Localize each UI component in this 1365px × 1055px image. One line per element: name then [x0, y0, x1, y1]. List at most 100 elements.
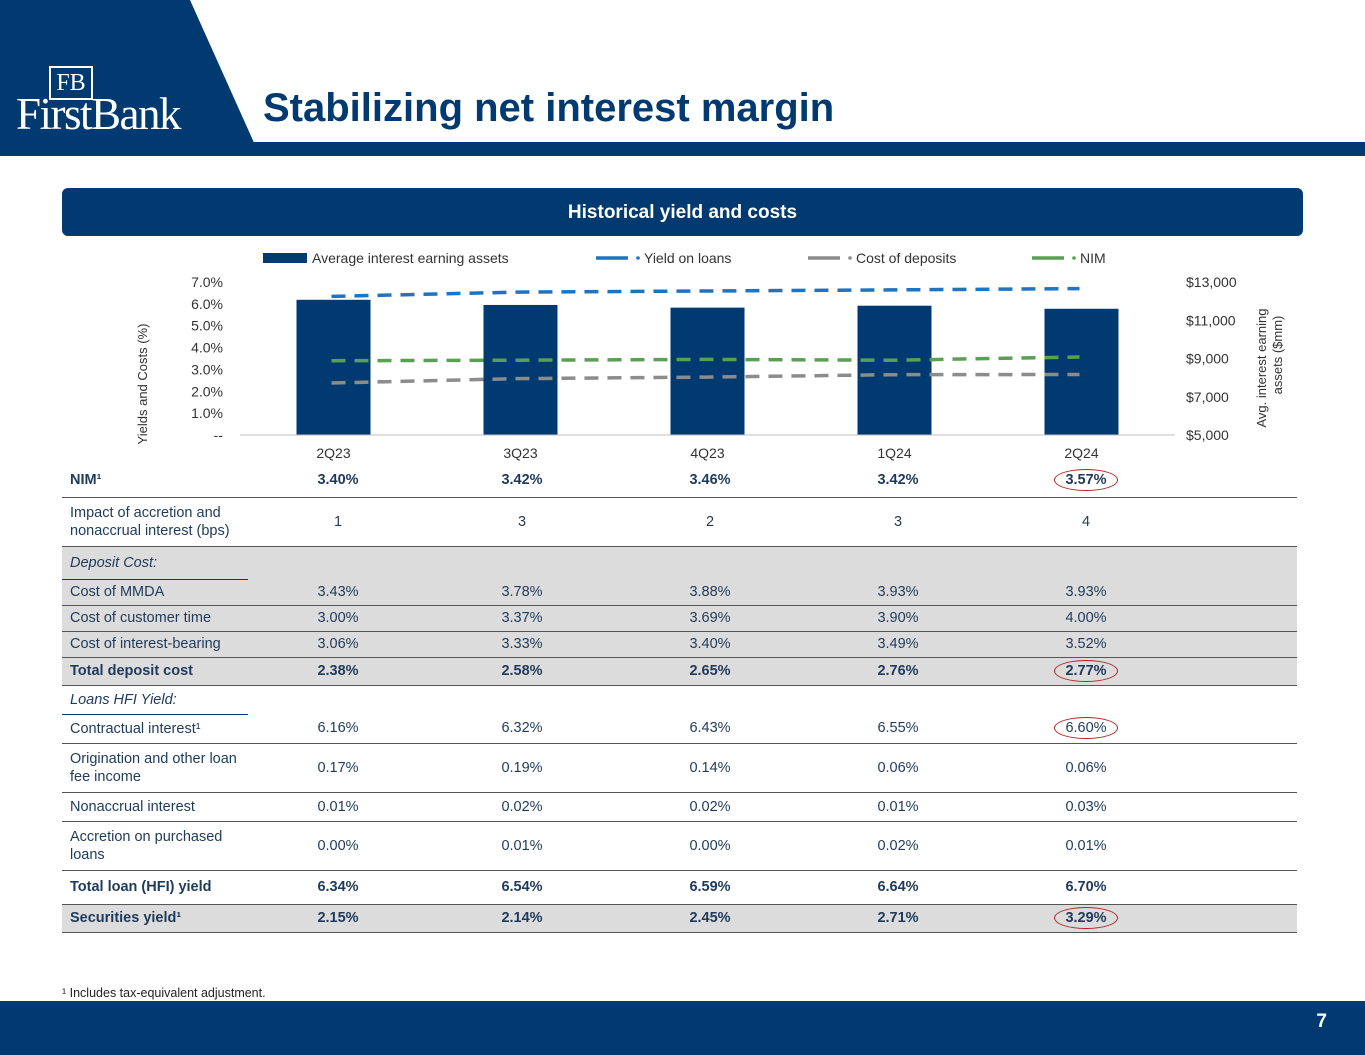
value-text: 0.01%	[317, 798, 359, 815]
cell-value: 2.45%	[616, 904, 804, 933]
empty-cell	[992, 685, 1180, 714]
legend-marker	[1072, 256, 1076, 260]
cell-value: 3.42%	[804, 463, 992, 498]
empty-cell	[992, 546, 1180, 579]
value-text: 0.00%	[689, 837, 731, 854]
left-tick-label: --	[214, 427, 224, 443]
value-text: 0.01%	[1065, 837, 1107, 854]
empty-cell	[428, 546, 616, 579]
cell-value: 0.01%	[428, 821, 616, 871]
x-tick-label: 2Q23	[316, 445, 350, 461]
left-tick-label: 5.0%	[191, 318, 223, 334]
cell-value: 2.58%	[428, 657, 616, 686]
cell-value: 3	[428, 497, 616, 547]
empty-cell	[1180, 497, 1297, 547]
line-series	[331, 286, 1080, 385]
table-row: Cost of customer time 3.00% 3.37% 3.69% 3.90…	[62, 605, 1297, 632]
cell-value: 3.52%	[992, 631, 1180, 658]
cell-value: 6.60%	[992, 714, 1180, 744]
row-label: Total deposit cost	[62, 657, 248, 686]
empty-cell	[616, 546, 804, 579]
row-label: Loans HFI Yield:	[62, 685, 248, 715]
value-text: 3.78%	[501, 583, 543, 600]
empty-cell	[616, 685, 804, 714]
cell-value: 2.14%	[428, 904, 616, 933]
table-row: Total deposit cost 2.38% 2.58% 2.65% 2.76% 2.…	[62, 657, 1297, 686]
table-row: Loans HFI Yield:	[62, 685, 1297, 715]
page-title: Stabilizing net interest margin	[263, 86, 835, 130]
cell-value: 3.49%	[804, 631, 992, 658]
empty-cell	[1180, 792, 1297, 822]
cell-value: 6.54%	[428, 870, 616, 905]
cell-value: 2.77%	[992, 657, 1180, 686]
cell-value: 6.43%	[616, 714, 804, 744]
value-text: 3.69%	[689, 610, 731, 626]
cell-value: 3.40%	[248, 463, 428, 498]
empty-cell	[248, 546, 428, 579]
empty-cell	[1180, 743, 1297, 793]
value-text: 3.93%	[1065, 583, 1107, 600]
value-text: 3.52%	[1065, 636, 1107, 652]
row-label: Cost of interest-bearing	[62, 631, 248, 658]
cell-value: 0.17%	[248, 743, 428, 793]
value-text: 2.38%	[317, 663, 359, 679]
right-tick-label: $7,000	[1186, 389, 1229, 405]
cell-value: 0.03%	[992, 792, 1180, 822]
page-number: 7	[1316, 1011, 1327, 1032]
cell-value: 2.38%	[248, 657, 428, 686]
legend-marker	[636, 256, 640, 260]
value-text: 3.33%	[501, 636, 543, 652]
cell-value: 2.65%	[616, 657, 804, 686]
cell-value: 3.93%	[804, 579, 992, 606]
legend-label-line: NIM	[1080, 250, 1106, 266]
table-row: Nonaccrual interest 0.01% 0.02% 0.02% 0.01% 0…	[62, 792, 1297, 822]
value-text: 3.88%	[689, 583, 731, 600]
empty-cell	[1180, 579, 1297, 606]
right-tick-label: $9,000	[1186, 351, 1229, 367]
cell-value: 2	[616, 497, 804, 547]
value-text: 3.46%	[689, 471, 731, 488]
cell-value: 3.42%	[428, 463, 616, 498]
value-text: 0.17%	[317, 759, 359, 776]
value-text: 3.43%	[317, 583, 359, 600]
footer-band: 7	[0, 1001, 1365, 1055]
cell-value: 6.70%	[992, 870, 1180, 905]
cell-value: 0.19%	[428, 743, 616, 793]
cell-value: 6.34%	[248, 870, 428, 905]
cell-value: 4.00%	[992, 605, 1180, 632]
value-text: 0.02%	[877, 837, 919, 854]
cell-value: 3.43%	[248, 579, 428, 606]
row-label: Contractual interest¹	[62, 714, 248, 744]
cell-value: 3.57%	[992, 463, 1180, 498]
cell-value: 1	[248, 497, 428, 547]
cell-value: 6.55%	[804, 714, 992, 744]
combo-chart: Average interest earning assets Yield on …	[135, 250, 1285, 461]
cell-value: 0.01%	[804, 792, 992, 822]
x-tick-label: 1Q24	[877, 445, 911, 461]
bar-1Q24	[857, 305, 932, 435]
value-text: 6.43%	[689, 720, 731, 737]
legend-marker	[848, 256, 852, 260]
left-axis-title: Yields and Costs (%)	[135, 324, 150, 445]
row-label: NIM¹	[62, 463, 248, 498]
cell-value: 3.33%	[428, 631, 616, 658]
value-text: 6.16%	[317, 720, 359, 737]
right-tick-label: $11,000	[1186, 312, 1236, 328]
cell-value: 3.78%	[428, 579, 616, 606]
value-text: 0.19%	[501, 759, 543, 776]
value-text: 0.01%	[877, 798, 919, 815]
circled-value: 3.57%	[1054, 468, 1118, 491]
cell-value: 0.02%	[428, 792, 616, 822]
line-yield-on-loans	[331, 286, 1080, 299]
legend-swatch-bars	[263, 253, 307, 263]
empty-cell	[1180, 463, 1297, 498]
value-text: 6.54%	[501, 879, 543, 895]
bar-series	[296, 299, 1119, 435]
table-row: NIM¹ 3.40% 3.42% 3.46% 3.42% 3.57%	[62, 463, 1297, 498]
value-text: 3.00%	[317, 610, 359, 626]
row-label: Cost of customer time	[62, 605, 248, 632]
value-text: 4	[1081, 513, 1091, 530]
value-text: 0.06%	[877, 759, 919, 776]
firstbank-logo-text: FirstBank	[16, 89, 182, 139]
table-row: Origination and other loan fee income 0.1…	[62, 743, 1297, 793]
